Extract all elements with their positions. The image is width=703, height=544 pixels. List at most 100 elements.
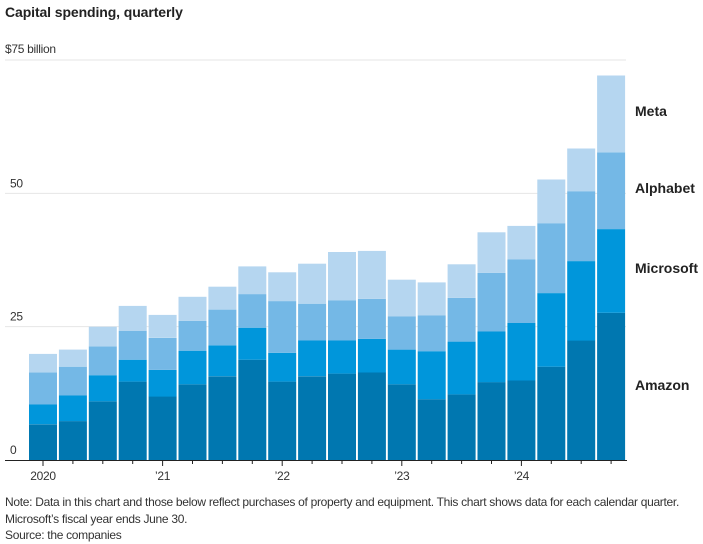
- bar-segment-meta: [29, 353, 57, 373]
- bar-segment-alphabet: [357, 298, 386, 339]
- x-axis: 2020 ’21 ’22 ’23 ’24: [5, 460, 627, 483]
- bar-segment-amazon: [537, 366, 566, 460]
- bar-segment-alphabet: [58, 366, 87, 396]
- series-label-amazon: Amazon: [635, 377, 689, 393]
- bar-segment-alphabet: [268, 301, 297, 353]
- bar-segment-alphabet: [328, 300, 356, 341]
- bar-segment-amazon: [597, 312, 626, 460]
- bar-segment-amazon: [417, 399, 446, 460]
- bar-segment-meta: [447, 264, 476, 298]
- bar-segment-microsoft: [29, 404, 57, 425]
- bar-segment-meta: [88, 326, 117, 347]
- y-tick-label: 0: [10, 443, 17, 457]
- bar-segment-alphabet: [208, 309, 237, 346]
- bar-segment-microsoft: [208, 345, 237, 377]
- bar-segment-meta: [148, 314, 177, 338]
- bar-segment-meta: [208, 286, 237, 310]
- bar-segment-amazon: [507, 380, 536, 460]
- bar-segment-microsoft: [178, 350, 207, 385]
- series-label-microsoft: Microsoft: [635, 260, 698, 276]
- bar-segment-amazon: [238, 359, 267, 460]
- bar-segment-meta: [597, 75, 626, 153]
- bar-segment-microsoft: [447, 341, 476, 395]
- bar-segment-alphabet: [148, 337, 177, 370]
- bar-segment-amazon: [477, 382, 506, 460]
- bar-segment-meta: [178, 296, 207, 321]
- bar-segment-alphabet: [417, 315, 446, 352]
- bar-segment-microsoft: [148, 369, 177, 397]
- bar-segment-alphabet: [88, 346, 117, 376]
- bar-segment-amazon: [88, 401, 117, 460]
- x-tick-label: ’21: [155, 469, 171, 483]
- bar-segment-alphabet: [118, 330, 147, 360]
- bar-segment-meta: [268, 272, 297, 302]
- series-label-meta: Meta: [635, 103, 667, 119]
- bar-segment-meta: [477, 232, 506, 273]
- bar-segment-amazon: [298, 376, 327, 460]
- series-label-alphabet: Alphabet: [635, 180, 695, 196]
- bar-segment-alphabet: [238, 294, 267, 328]
- bar-segment-microsoft: [387, 349, 416, 385]
- bar-segment-meta: [357, 250, 386, 299]
- chart-source: Source: the companies: [5, 528, 122, 542]
- stacked-bar-chart: 2020 ’21 ’22 ’23 ’24 0 25 50 Amazon Microsoft Al…: [5, 59, 698, 483]
- bar-segment-alphabet: [507, 259, 536, 323]
- bar-segment-meta: [387, 279, 416, 317]
- bar-segment-microsoft: [537, 293, 566, 367]
- bars: [29, 75, 626, 460]
- x-tick-label: 2020: [30, 469, 56, 483]
- bar-segment-meta: [567, 148, 596, 192]
- bar-segment-alphabet: [387, 316, 416, 350]
- bar-segment-amazon: [178, 384, 207, 460]
- bar-segment-meta: [507, 225, 536, 260]
- bar-segment-microsoft: [268, 352, 297, 382]
- bar-segment-microsoft: [357, 338, 386, 373]
- bar-segment-alphabet: [477, 272, 506, 332]
- bar-segment-alphabet: [447, 297, 476, 342]
- chart-title: Capital spending, quarterly: [5, 4, 183, 20]
- chart-note: Note: Data in this chart and those below…: [5, 495, 679, 526]
- bar-segment-amazon: [58, 421, 87, 460]
- bar-segment-amazon: [268, 381, 297, 460]
- bar-segment-amazon: [357, 372, 386, 460]
- bar-segment-microsoft: [238, 327, 267, 360]
- y-tick-label: 50: [10, 176, 23, 190]
- bar-segment-meta: [238, 266, 267, 295]
- series-labels: Amazon Microsoft Alphabet Meta: [635, 103, 698, 393]
- bar-segment-microsoft: [118, 359, 147, 382]
- bar-segment-microsoft: [328, 340, 356, 374]
- bar-segment-meta: [58, 349, 87, 367]
- bar-segment-amazon: [208, 376, 237, 460]
- y-tick-label: 25: [10, 310, 23, 324]
- bar-segment-amazon: [447, 394, 476, 460]
- bar-segment-amazon: [118, 381, 147, 460]
- bar-segment-meta: [118, 305, 147, 331]
- bar-segment-meta: [417, 282, 446, 316]
- bar-segment-microsoft: [567, 261, 596, 341]
- bar-segment-microsoft: [417, 351, 446, 400]
- bar-segment-alphabet: [597, 152, 626, 230]
- y-axis-unit-label: $75 billion: [5, 42, 56, 56]
- bar-segment-microsoft: [597, 229, 626, 313]
- bar-segment-alphabet: [298, 303, 327, 341]
- bar-segment-amazon: [387, 384, 416, 460]
- bar-segment-microsoft: [298, 340, 327, 377]
- bar-segment-meta: [298, 263, 327, 304]
- bar-segment-microsoft: [477, 331, 506, 383]
- bar-segment-alphabet: [29, 372, 57, 405]
- bar-segment-microsoft: [58, 395, 87, 422]
- x-tick-label: ’24: [514, 469, 530, 483]
- x-tick-label: ’23: [394, 469, 410, 483]
- y-axis-labels: 0 25 50: [10, 176, 24, 457]
- bar-segment-alphabet: [567, 191, 596, 262]
- bar-segment-microsoft: [507, 322, 536, 381]
- bar-segment-amazon: [29, 424, 57, 460]
- bar-segment-microsoft: [88, 375, 117, 402]
- x-tick-label: ’22: [275, 469, 291, 483]
- bar-segment-alphabet: [537, 223, 566, 294]
- bar-segment-alphabet: [178, 320, 207, 351]
- bar-segment-meta: [537, 179, 566, 224]
- bar-segment-meta: [328, 252, 356, 301]
- bar-segment-amazon: [567, 340, 596, 460]
- bar-segment-amazon: [148, 396, 177, 460]
